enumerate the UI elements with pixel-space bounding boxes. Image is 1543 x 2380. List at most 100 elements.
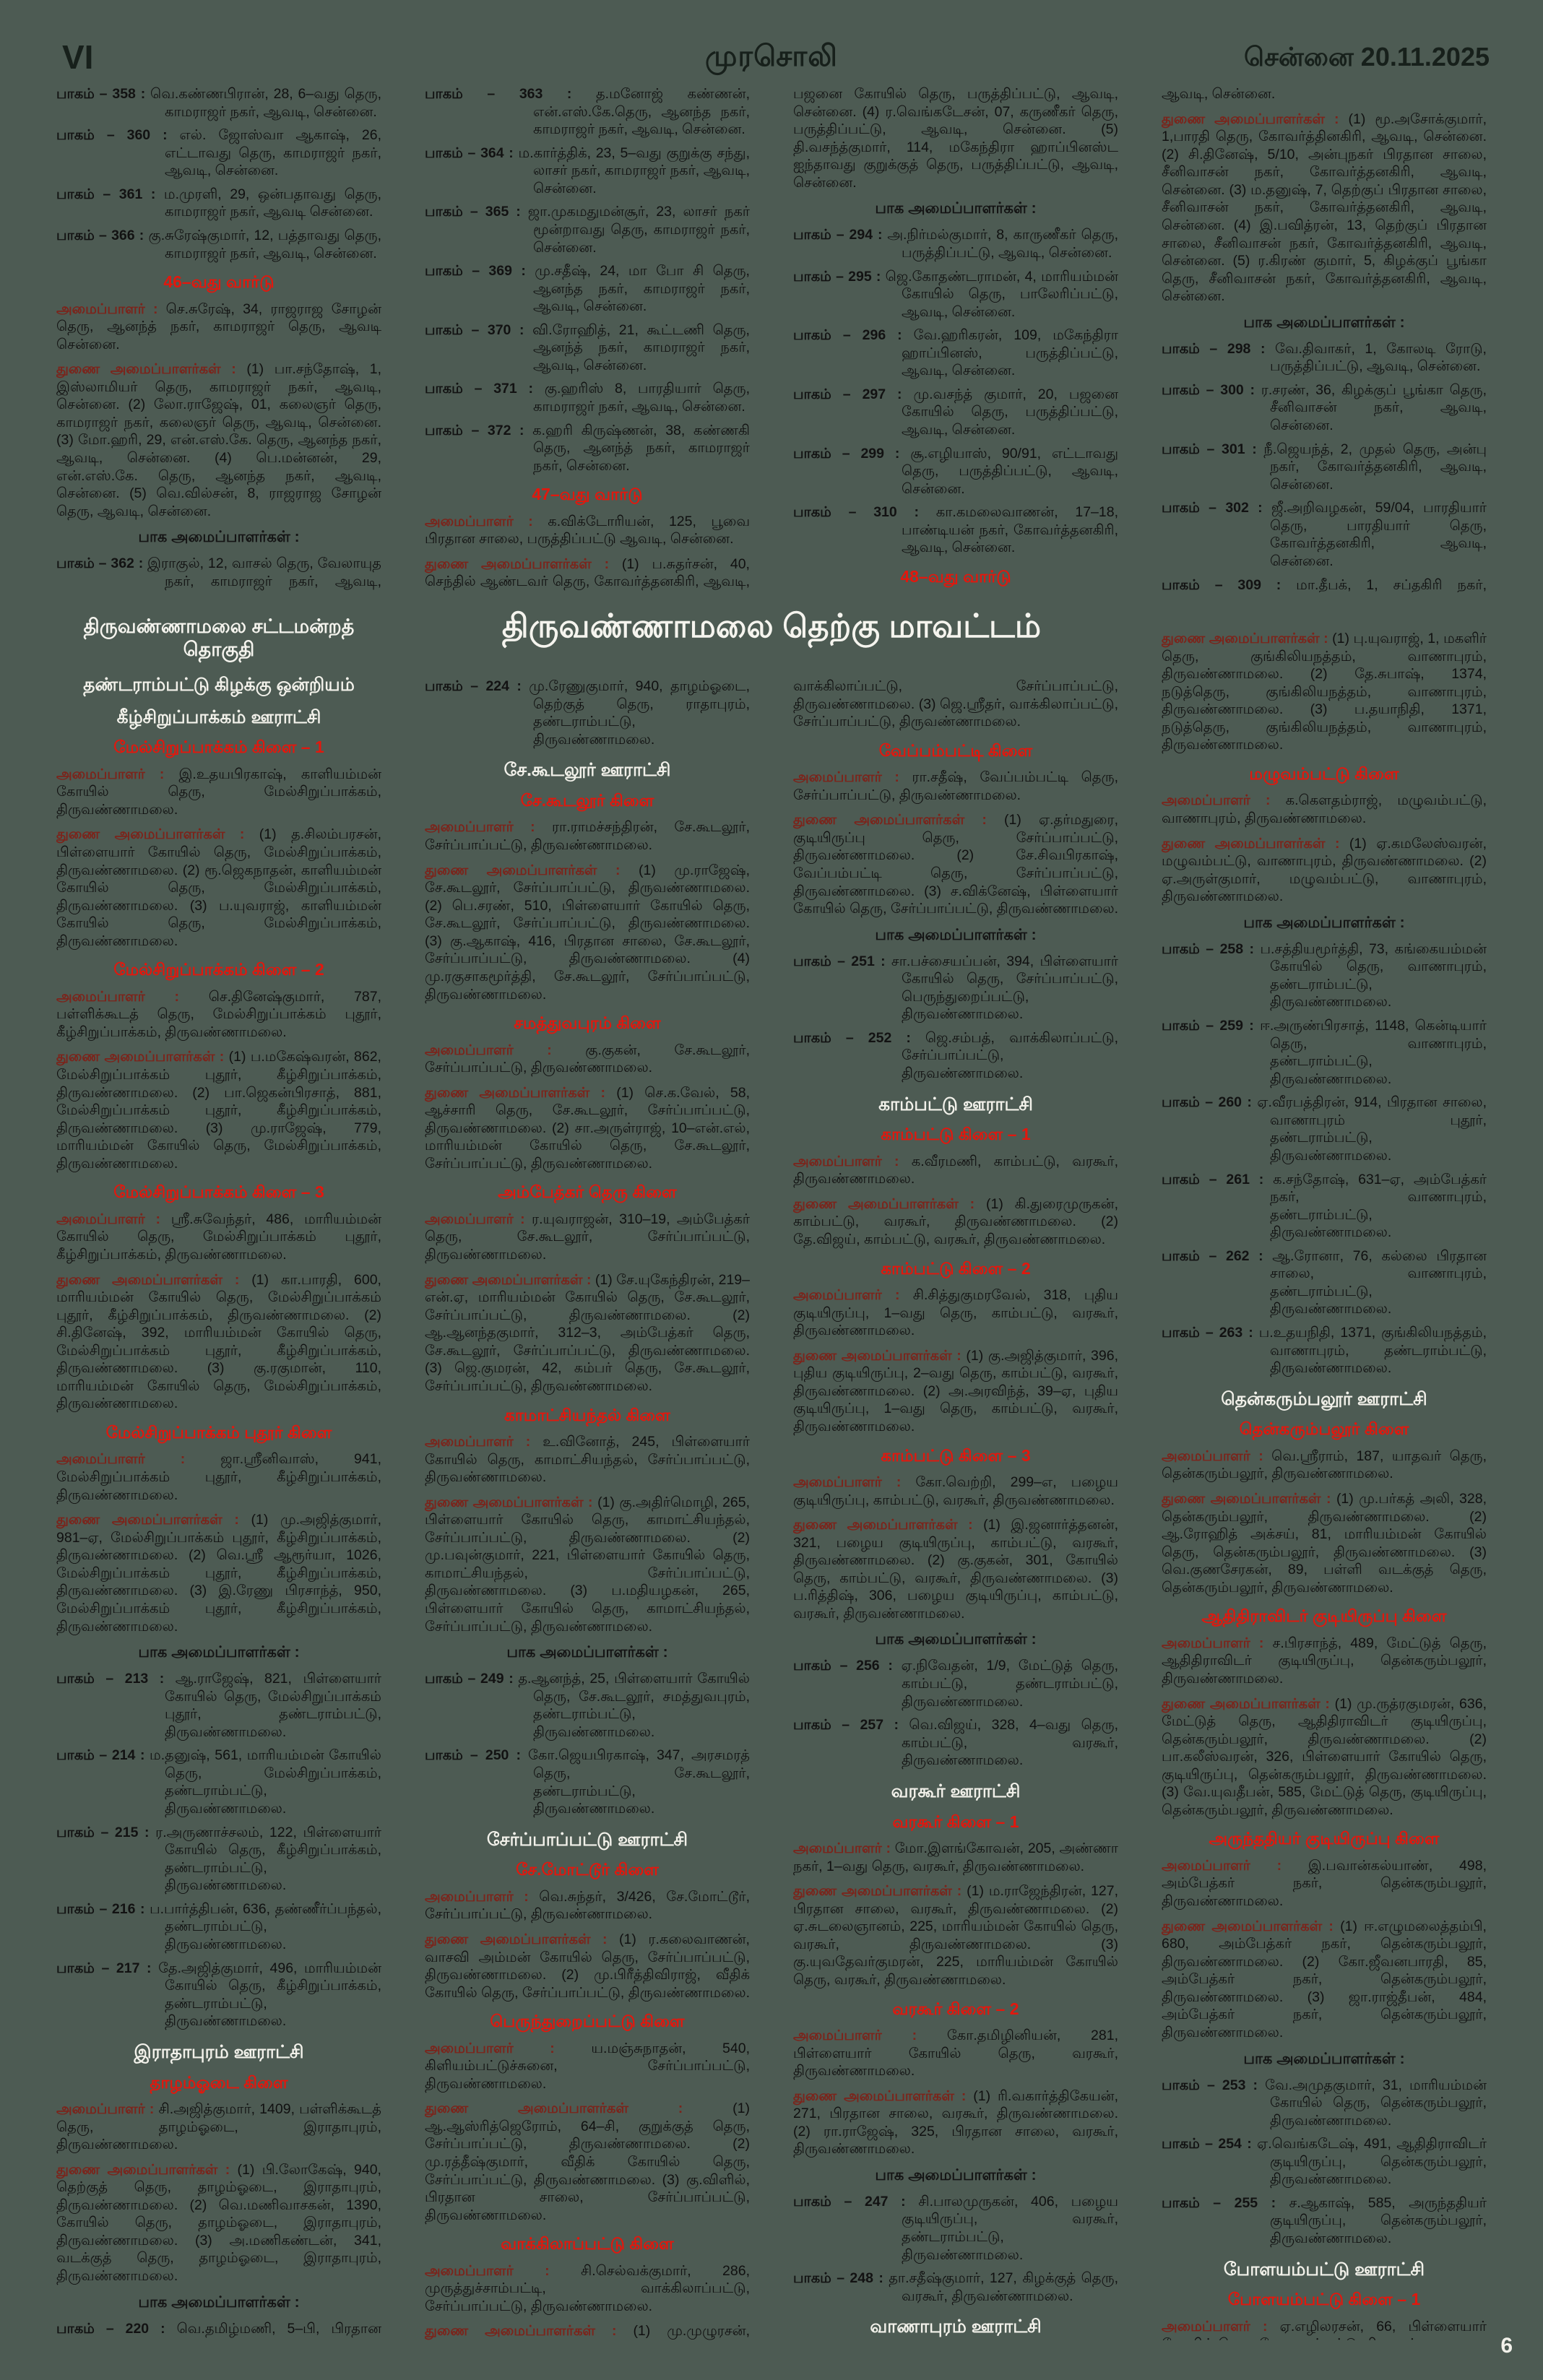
branch-heading-red: வேப்பம்பட்டி கிளை	[878, 740, 1033, 760]
part-entry: பாகம் – 248 : தா.சதீஷ்குமார், 127, கிழக்…	[793, 2270, 1118, 2304]
organizer-paragraph: துணை அமைப்பாளர்கள் : (1) பு.யுவராஜ், 1, …	[1162, 631, 1487, 753]
organizer-paragraph: அமைப்பாளர் : செ.தினேஷ்குமார், 787, பள்ளி…	[56, 988, 381, 1040]
column-1-segment: திருவண்ணாமலை சட்டமன்றத் தொகுதி தண்டராம்பட…	[56, 610, 381, 2340]
organizer-paragraph: அமைப்பாளர் : கோ.வெற்றி, 299–எ, பழைய குடி…	[793, 1474, 1118, 1508]
constituency-heading: திருவண்ணாமலை சட்டமன்றத் தொகுதி	[83, 615, 355, 661]
organizer-paragraph: அமைப்பாளர் : ஏ.எழிலரசன், 66, பிள்ளையார் …	[1162, 2318, 1487, 2340]
column-4-segment: துணை அமைப்பாளர்கள் : (1) பு.யுவராஜ், 1, …	[1162, 630, 1487, 2340]
part-organizers-subheading: பாக அமைப்பாளர்கள் :	[138, 529, 300, 546]
organizer-paragraph: துணை அமைப்பாளர்கள் : (1) கு.அதிர்மொழி, 2…	[425, 1494, 750, 1635]
organizer-paragraph: துணை அமைப்பாளர்கள் : (1) ப.சுதர்சன், 40,…	[425, 555, 750, 590]
branch-heading-red: வரகூர் கிளை – 1	[892, 1812, 1019, 1831]
edition-dateline: சென்னை 20.11.2025	[1243, 42, 1490, 72]
organizer-paragraph: அமைப்பாளர் : ர.யுவராஜன், 310–19, அம்பேத்…	[425, 1211, 750, 1263]
organizer-paragraph: அமைப்பாளர் : ஸ்ரீ.சுவேந்தர், 486, மாரியம…	[56, 1211, 381, 1263]
part-entry: பாகம் – 256 : ஏ.நிவேதன், 1/9, மேட்டுத் த…	[793, 1658, 1118, 1710]
panchayat-heading-white: சேர்ப்பாப்பட்டு ஊராட்சி	[486, 1829, 688, 1850]
part-entry: பாகம் – 369 : மு.சதீஷ், 24, மா போ சி தெர…	[425, 263, 750, 315]
newspaper-masthead: முரசொலி	[705, 40, 838, 72]
part-entry: பாகம் – 365 : ஜா.முகமதுமன்சூர், 23, லாசர…	[425, 204, 750, 256]
branch-heading-red: காம்பட்டு கிளை – 3	[881, 1445, 1031, 1465]
continuation-paragraph: வாக்கிலாப்பட்டு, சேர்ப்பாப்பட்டு, திருவண…	[793, 678, 1118, 730]
part-entry: பாகம் – 295 : ஜெ.கோதண்டராமன், 4, மாரியம்…	[793, 268, 1118, 320]
organizer-paragraph: அமைப்பாளர் : செ.சுரேஷ், 34, ராஜராஜ சோழன்…	[56, 300, 381, 352]
organizer-paragraph: துணை அமைப்பாளர்கள் : (1) ஏ.தர்மதுரை, குட…	[793, 812, 1118, 917]
organizer-paragraph: துணை அமைப்பாளர்கள் : (1) மு.ராஜேஷ், சே.க…	[425, 862, 750, 1003]
panchayat-heading-white: தென்கரும்பலூர் ஊராட்சி	[1221, 1388, 1427, 1409]
part-entry: பாகம் – 301 : நீ.ஜெயந்த், 2, முதல் தெரு,…	[1162, 441, 1487, 493]
part-organizers-subheading: பாக அமைப்பாளர்கள் :	[1243, 914, 1405, 931]
organizer-paragraph: அமைப்பாளர் : இ.உதயபிரகாஷ், காளியம்மன் கோ…	[56, 766, 381, 818]
panchayat-heading-white: போளயம்பட்டு ஊராட்சி	[1223, 2259, 1425, 2280]
part-entry: பாகம் – 217 : தே.அஜித்குமார், 496, மாரிய…	[56, 1960, 381, 2030]
organizer-paragraph: அமைப்பாளர் : ச.பிரசாந்த், 489, மேட்டுத் …	[1162, 1635, 1487, 1687]
column-3-segment: பஜனை கோயில் தெரு, பருத்திப்பட்டு, ஆவடி, …	[793, 85, 1118, 591]
organizer-paragraph: அமைப்பாளர் : க.கௌதம்ராஜ், மழுவம்பட்டு, வ…	[1162, 792, 1487, 826]
organizer-paragraph: அமைப்பாளர் : ய.மஞ்சுநாதன், 540, கிளியம்ப…	[425, 2040, 750, 2092]
branch-heading-red: பெருந்துறைப்பட்டு கிளை	[490, 2012, 685, 2031]
part-entry: பாகம் – 366 : கு.சுரேஷ்குமார், 12, பத்தா…	[56, 227, 381, 261]
part-entry: பாகம் – 371 : கு.ஹரிஸ் 8, பாரதியார் தெரு…	[425, 381, 750, 415]
part-entry: பாகம் – 263 : ப.உதயநிதி, 1371, குங்கிலிய…	[1162, 1325, 1487, 1377]
organizer-paragraph: துணை அமைப்பாளர்கள் : (1) பி.லோகேஷ், 940,…	[56, 2161, 381, 2285]
panchayat-heading-white: வாணாபுரம் ஊராட்சி	[870, 2316, 1042, 2337]
organizer-paragraph: துணை அமைப்பாளர்கள் : (1) ஏ.கமலேஸ்வரன், ம…	[1162, 835, 1487, 905]
part-organizers-subheading: பாக அமைப்பாளர்கள் :	[138, 1644, 300, 1661]
part-entry: பாகம் – 262 : ஆ.ரோனா, 76, கல்லை பிரதான ச…	[1162, 1247, 1487, 1317]
branch-heading-red: தாழம்ஓடை கிளை	[150, 2072, 288, 2092]
column-2-segment: பாகம் – 224 : மு.ரேணுகுமார், 940, தாழம்ஓ…	[425, 678, 750, 2340]
organizer-paragraph: அமைப்பாளர் : மோ.இளங்கோவன், 205, அண்ணா நக…	[793, 1840, 1118, 1874]
part-entry: பாகம் – 363 : த.மனோஜ் கண்ணன், என்.எஸ்.கே…	[425, 86, 750, 138]
part-entry: பாகம் – 250 : கோ.ஜெயபிரகாஷ், 347, அரசமரத…	[425, 1747, 750, 1817]
part-entry: பாகம் – 255 : ச.ஆகாஷ், 585, அருந்ததியர் …	[1162, 2194, 1487, 2246]
branch-heading-red: 47–வது வார்டு	[532, 485, 643, 504]
branch-heading-red: அருந்ததியர் குடியிருப்பு கிளை	[1209, 1829, 1440, 1848]
part-organizers-subheading: பாக அமைப்பாளர்கள் :	[875, 1631, 1037, 1648]
branch-heading-red: வாக்கிலாப்பட்டு கிளை	[501, 2234, 674, 2254]
branch-heading-red: மேல்சிறுப்பாக்கம் கிளை – 1	[113, 737, 324, 757]
part-entry: பாகம் – 372 : க.ஹரி கிருஷ்ணன், 38, கண்ணக…	[425, 422, 750, 474]
part-entry: பாகம் – 364 : ம.கார்த்திக், 23, 5–வது கு…	[425, 144, 750, 196]
branch-heading-red: வரகூர் கிளை – 2	[892, 1999, 1019, 2018]
branch-heading-red: 48–வது வார்டு	[900, 566, 1011, 586]
part-entry: பாகம் – 360 : எல். ஜோஸ்வா ஆகாஷ், 26, எட்…	[56, 127, 381, 179]
part-entry: பாகம் – 220 : வெ.தமிழ்மணி, 5–பி, பிரதான …	[56, 2320, 381, 2340]
branch-heading-red: மழுவம்பட்டு கிளை	[1249, 763, 1399, 783]
page-roman-number: VI	[62, 38, 94, 76]
part-entry: பாகம் – 310 : கா.கமலைவாணன், 17–18, பாண்ட…	[793, 504, 1118, 556]
page-header: VI முரசொலி சென்னை 20.11.2025	[0, 38, 1543, 76]
branch-heading-red: 46–வது வார்டு	[163, 272, 275, 292]
organizer-paragraph: அமைப்பாளர் : ரா.சதீஷ், வேப்பம்பட்டி தெரு…	[793, 769, 1118, 803]
branch-heading-red: காமாட்சியந்தல் கிளை	[504, 1405, 670, 1424]
organizer-paragraph: அமைப்பாளர் : சி.சித்துகுமரவேல், 318, புத…	[793, 1287, 1118, 1339]
continuation-paragraph: பஜனை கோயில் தெரு, பருத்திப்பட்டு, ஆவடி, …	[793, 86, 1118, 191]
organizer-paragraph: துணை அமைப்பாளர்கள் : (1) செ.க.வேல், 58, …	[425, 1084, 750, 1172]
organizer-paragraph: துணை அமைப்பாளர்கள் : (1) ர.கலைவாணன், வாச…	[425, 1931, 750, 2001]
organizer-paragraph: துணை அமைப்பாளர்கள் : (1) த.சிலம்பரசன், ப…	[56, 826, 381, 949]
continuation-paragraph: ஆவடி, சென்னை.	[1162, 86, 1276, 102]
organizer-paragraph: அமைப்பாளர் : சி.அஜித்குமார், 1409, பள்ளி…	[56, 2100, 381, 2153]
panchayat-heading-white: வரகூர் ஊராட்சி	[891, 1780, 1021, 1801]
part-entry: பாகம் – 257 : வெ.விஜய், 328, 4–வது தெரு,…	[793, 1717, 1118, 1769]
branch-heading-red: மேல்சிறுப்பாக்கம் கிளை – 2	[113, 960, 324, 979]
organizer-paragraph: அமைப்பாளர் : வெ.ஸ்ரீராம், 187, யாதவர் தெ…	[1162, 1448, 1487, 1482]
part-organizers-subheading: பாக அமைப்பாளர்கள் :	[1243, 313, 1405, 331]
organizer-paragraph: துணை அமைப்பாளர்கள் : (1) இ.ஜனார்த்தனன், …	[793, 1517, 1118, 1622]
branch-heading-red: சே.கூடலூர் கிளை	[520, 791, 654, 810]
panchayat-heading-white: சே.கூடலூர் ஊராட்சி	[503, 760, 671, 781]
column-1-segment: பாகம் – 358 : வெ.கண்ணபிரான், 28, 6–வது த…	[56, 85, 381, 591]
part-entry: பாகம் – 254 : ஏ.வெங்கடேஷ், 491, ஆதிதிராவ…	[1162, 2136, 1487, 2188]
organizer-paragraph: துணை அமைப்பாளர்கள் : (1) ரி.வகார்த்திகேய…	[793, 2087, 1118, 2158]
part-entry: பாகம் – 296 : வே.ஹரிகரன், 109, மகேந்திரா…	[793, 327, 1118, 379]
organizer-paragraph: அமைப்பாளர் : ஜா.ஸ்ரீனிவாஸ், 941, மேல்சிற…	[56, 1451, 381, 1503]
branch-heading-red: ஆதிதிராவிடர் குடியிருப்பு கிளை	[1201, 1606, 1447, 1626]
part-entry: பாகம் – 309 : மா.தீபக், 1, சப்தகிரி நகர்…	[1162, 576, 1487, 593]
part-entry: பாகம் – 302 : ஜீ.அறிவழகன், 59/04, பாரதிய…	[1162, 500, 1487, 569]
organizer-paragraph: அமைப்பாளர் : உ.வினோத், 245, பிள்ளையார் க…	[425, 1433, 750, 1486]
organizer-paragraph: துணை அமைப்பாளர்கள் : (1) மு.முழுரசன், வா…	[425, 2323, 750, 2340]
organizer-paragraph: துணை அமைப்பாளர்கள் : (1) மு.பர்கத் அலி, …	[1162, 1491, 1487, 1596]
part-entry: பாகம் – 214 : ம.தனுஷ், 561, மாரியம்மன் க…	[56, 1747, 381, 1817]
part-entry: பாகம் – 294 : அ.நிர்மல்குமார், 8, காருணீ…	[793, 227, 1118, 261]
part-entry: பாகம் – 300 : ர.சரண், 36, கிழக்குப் பூங்…	[1162, 381, 1487, 433]
